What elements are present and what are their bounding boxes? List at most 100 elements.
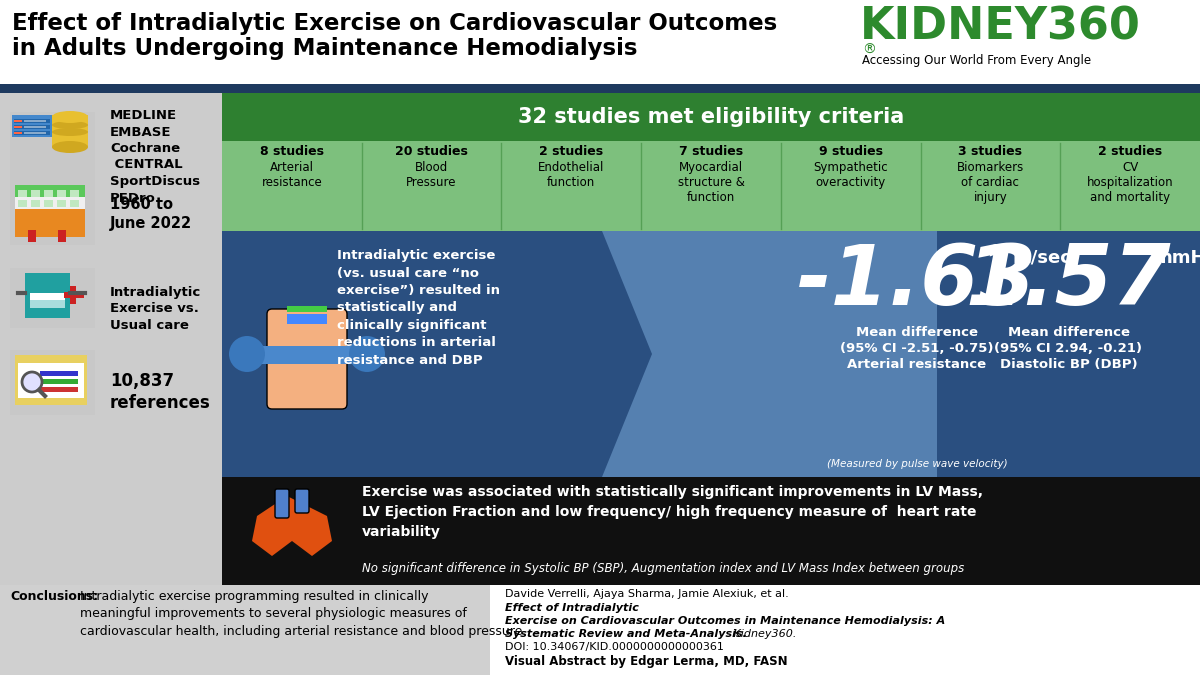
Bar — [12, 115, 52, 137]
Bar — [18, 363, 84, 398]
Text: Effect of Intradialytic: Effect of Intradialytic — [505, 603, 638, 613]
Circle shape — [229, 336, 265, 372]
Text: Intradialytic exercise programming resulted in clinically
meaningful improvement: Intradialytic exercise programming resul… — [80, 590, 527, 638]
Text: Intradialytic exercise
(vs. usual care “no
exercise”) resulted in
statistically : Intradialytic exercise (vs. usual care “… — [337, 249, 500, 367]
Bar — [287, 306, 326, 312]
Bar — [30, 300, 65, 308]
Text: ®: ® — [862, 43, 876, 57]
Text: Blood
Pressure: Blood Pressure — [407, 161, 457, 189]
Text: (Measured by pulse wave velocity): (Measured by pulse wave velocity) — [827, 459, 1007, 469]
Bar — [44, 200, 53, 207]
Text: -1.63: -1.63 — [797, 241, 1037, 322]
Text: 10,837
references: 10,837 references — [110, 372, 211, 412]
Bar — [14, 120, 22, 122]
Bar — [40, 387, 78, 392]
Text: Intradialytic
Exercise vs.
Usual care: Intradialytic Exercise vs. Usual care — [110, 286, 202, 332]
Bar — [14, 185, 85, 209]
Text: 1960 to
June 2022: 1960 to June 2022 — [110, 197, 192, 232]
Text: KIDNEY360: KIDNEY360 — [860, 5, 1141, 48]
Text: mmHg: mmHg — [1153, 249, 1200, 267]
Bar — [58, 230, 66, 242]
Ellipse shape — [52, 121, 88, 129]
Bar — [18, 200, 28, 207]
Bar — [247, 346, 367, 364]
Text: (95% CI 2.94, -0.21): (95% CI 2.94, -0.21) — [995, 342, 1142, 355]
Text: Davide Verrelli, Ajaya Sharma, Jamie Alexiuk, et al.: Davide Verrelli, Ajaya Sharma, Jamie Ale… — [505, 589, 792, 599]
Bar — [25, 273, 70, 318]
Text: m/sec: m/sec — [1012, 249, 1070, 267]
Bar — [58, 190, 66, 197]
Bar — [0, 0, 1200, 85]
Text: Endothelial
function: Endothelial function — [538, 161, 605, 189]
Bar — [44, 190, 53, 197]
Ellipse shape — [52, 141, 88, 153]
Text: Myocardial
structure &
function: Myocardial structure & function — [678, 161, 744, 204]
Bar — [24, 120, 46, 122]
Text: Conclusions:: Conclusions: — [10, 590, 98, 603]
Bar — [937, 231, 1200, 477]
Circle shape — [22, 372, 42, 392]
Bar — [222, 231, 1200, 477]
Bar — [10, 268, 95, 328]
Text: Mean difference: Mean difference — [856, 326, 978, 339]
Bar — [14, 131, 50, 135]
FancyBboxPatch shape — [266, 309, 347, 409]
Bar — [14, 185, 85, 197]
Bar — [14, 126, 22, 128]
Bar — [222, 477, 1200, 585]
Text: 2 studies: 2 studies — [1098, 145, 1163, 158]
Bar — [24, 132, 46, 134]
Text: 3 studies: 3 studies — [959, 145, 1022, 158]
Bar — [0, 93, 1200, 587]
Bar — [18, 190, 28, 197]
Text: 7 studies: 7 studies — [679, 145, 743, 158]
Circle shape — [349, 336, 385, 372]
Bar — [222, 93, 1200, 141]
Text: Biomarkers
of cardiac
injury: Biomarkers of cardiac injury — [956, 161, 1024, 204]
Bar — [40, 379, 78, 384]
Ellipse shape — [52, 128, 88, 136]
Bar — [24, 126, 46, 128]
Text: 32 studies met eligibility criteria: 32 studies met eligibility criteria — [518, 107, 904, 127]
Text: variability: variability — [362, 525, 440, 539]
Text: LV Ejection Fraction and low frequency/ high frequency measure of  heart rate: LV Ejection Fraction and low frequency/ … — [362, 505, 977, 519]
Text: 8 studies: 8 studies — [260, 145, 324, 158]
Bar — [0, 585, 1200, 675]
Bar — [64, 292, 84, 298]
Text: Effect of Intradialytic Exercise on Cardiovascular Outcomes: Effect of Intradialytic Exercise on Card… — [12, 12, 778, 35]
Polygon shape — [222, 231, 652, 477]
Text: MEDLINE
EMBASE
Cochrane
 CENTRAL
SportDiscus
PEDro: MEDLINE EMBASE Cochrane CENTRAL SportDis… — [110, 109, 200, 205]
Text: CV
hospitalization
and mortality: CV hospitalization and mortality — [1087, 161, 1174, 204]
Text: Diastolic BP (DBP): Diastolic BP (DBP) — [1000, 358, 1138, 371]
Text: Arterial resistance: Arterial resistance — [847, 358, 986, 371]
Bar — [28, 230, 36, 242]
FancyBboxPatch shape — [275, 489, 289, 518]
Bar — [70, 200, 79, 207]
Text: 1.57: 1.57 — [966, 241, 1171, 322]
Bar — [0, 585, 490, 675]
Bar — [58, 200, 66, 207]
Bar — [287, 314, 326, 324]
Text: Arterial
resistance: Arterial resistance — [262, 161, 323, 189]
Bar — [30, 293, 65, 308]
Text: 20 studies: 20 studies — [395, 145, 468, 158]
Polygon shape — [252, 496, 332, 556]
Bar — [52, 117, 88, 147]
Text: in Adults Undergoing Maintenance Hemodialysis: in Adults Undergoing Maintenance Hemodia… — [12, 37, 637, 60]
Text: Kidney360.: Kidney360. — [730, 629, 797, 639]
Bar — [0, 84, 1200, 93]
Text: Systematic Review and Meta-Analysis.: Systematic Review and Meta-Analysis. — [505, 629, 746, 639]
Text: (95% CI -2.51, -0.75): (95% CI -2.51, -0.75) — [840, 342, 994, 355]
FancyBboxPatch shape — [295, 489, 310, 513]
Bar — [70, 286, 76, 304]
Text: No significant difference in Systolic BP (SBP), Augmentation index and LV Mass I: No significant difference in Systolic BP… — [362, 562, 965, 575]
Bar — [10, 350, 95, 415]
Text: 9 studies: 9 studies — [818, 145, 883, 158]
Bar — [31, 190, 40, 197]
Text: Mean difference: Mean difference — [1008, 326, 1129, 339]
Bar — [14, 119, 50, 123]
Bar — [10, 185, 95, 245]
Bar — [14, 125, 50, 129]
Text: Exercise was associated with statistically significant improvements in LV Mass,: Exercise was associated with statistical… — [362, 485, 983, 499]
Text: Accessing Our World From Every Angle: Accessing Our World From Every Angle — [862, 54, 1091, 67]
